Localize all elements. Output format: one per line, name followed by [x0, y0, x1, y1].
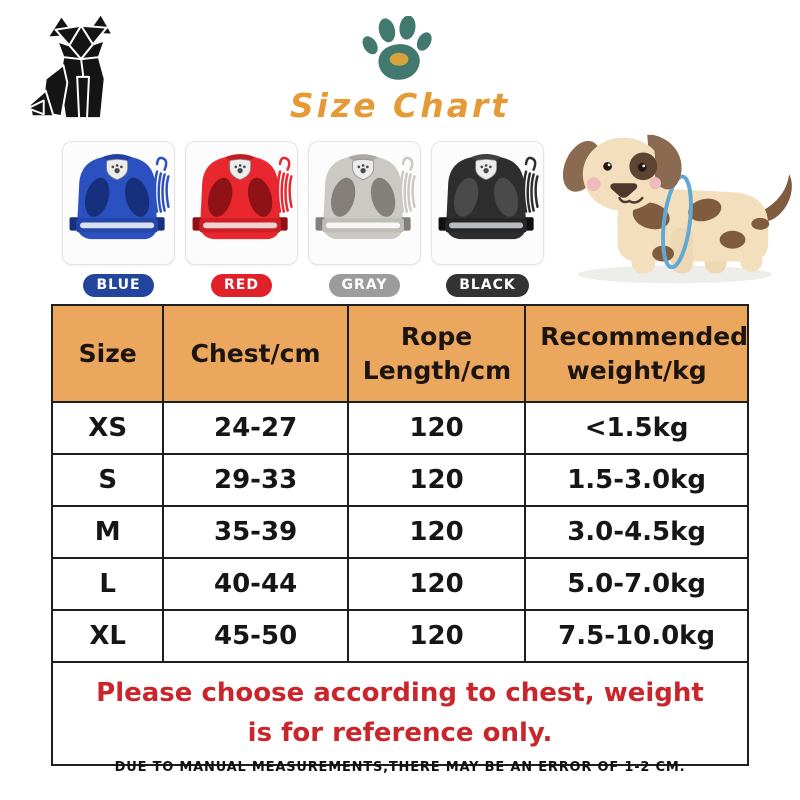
cell-size: XL	[50, 609, 165, 663]
cell-recommended-weight: 1.5-3.0kg	[524, 453, 749, 507]
product-variant-row: BLUE	[62, 141, 544, 297]
cell-recommended-weight: 5.0-7.0kg	[524, 557, 749, 611]
cell-recommended-weight: <1.5kg	[524, 401, 749, 455]
table-row: XL 45-50 120 7.5-10.0kg	[50, 609, 749, 663]
choose-note: Please choose according to chest, weight…	[96, 678, 704, 749]
column-header-size: Size	[50, 304, 165, 403]
size-table-header: Size Chest/cm Rope Length/cm Recommended…	[50, 304, 749, 403]
shield-badge-icon	[105, 158, 128, 181]
shield-badge-icon	[351, 158, 374, 181]
size-table-body: XS 24-27 120 <1.5kg S 29-33 120 1.5-3.0k…	[50, 401, 749, 663]
cell-rope-length: 120	[346, 557, 527, 611]
page-title: Size Chart	[289, 86, 511, 125]
cell-size: M	[50, 505, 165, 559]
cell-size: L	[50, 557, 165, 611]
cell-size: XS	[50, 401, 165, 455]
cell-chest: 40-44	[162, 557, 349, 611]
harness-black-icon	[438, 154, 539, 240]
table-row: XS 24-27 120 <1.5kg	[50, 401, 749, 455]
color-label-gray: GRAY	[328, 274, 401, 297]
harness-image-gray	[308, 141, 421, 265]
page-header: Size Chart	[240, 16, 560, 125]
leash-icon	[153, 156, 170, 213]
cell-chest: 35-39	[162, 505, 349, 559]
harness-red-icon	[192, 154, 293, 240]
cell-recommended-weight: 7.5-10.0kg	[524, 609, 749, 663]
note-cell: Please choose according to chest, weight…	[51, 661, 749, 766]
size-table-footer: Please choose according to chest, weight…	[51, 661, 749, 766]
cell-recommended-weight: 3.0-4.5kg	[524, 505, 749, 559]
table-row: M 35-39 120 3.0-4.5kg	[50, 505, 749, 559]
harness-image-blue	[62, 141, 175, 265]
table-row: S 29-33 120 1.5-3.0kg	[50, 453, 749, 507]
product-card-red: RED	[185, 141, 298, 297]
note-row: Please choose according to chest, weight…	[51, 661, 749, 766]
column-header-recommended-weight: Recommended weight/kg	[524, 304, 749, 403]
harness-image-red	[185, 141, 298, 265]
harness-blue-icon	[69, 154, 170, 240]
cell-rope-length: 120	[346, 401, 527, 455]
column-header-chest: Chest/cm	[162, 304, 349, 403]
product-card-gray: GRAY	[308, 141, 421, 297]
cell-chest: 45-50	[162, 609, 349, 663]
cell-chest: 24-27	[162, 401, 349, 455]
cartoon-puppy-icon	[562, 134, 792, 284]
measurement-disclaimer: DUE TO MANUAL MEASUREMENTS,THERE MAY BE …	[114, 760, 686, 775]
shield-badge-icon	[474, 158, 497, 181]
paw-print-icon	[362, 16, 432, 80]
cell-rope-length: 120	[346, 609, 527, 663]
cell-rope-length: 120	[346, 505, 527, 559]
cell-rope-length: 120	[346, 453, 527, 507]
harness-gray-icon	[315, 154, 416, 240]
color-label-blue: BLUE	[83, 274, 154, 297]
size-table: Size Chest/cm Rope Length/cm Recommended…	[50, 304, 749, 766]
product-card-blue: BLUE	[62, 141, 175, 297]
fox-logo-icon	[28, 12, 114, 120]
shield-badge-icon	[228, 158, 251, 181]
color-label-red: RED	[211, 274, 272, 297]
cell-size: S	[50, 453, 165, 507]
cell-chest: 29-33	[162, 453, 349, 507]
table-row: L 40-44 120 5.0-7.0kg	[50, 557, 749, 611]
product-card-black: BLACK	[431, 141, 544, 297]
color-label-black: BLACK	[446, 274, 529, 297]
header-row: Size Chest/cm Rope Length/cm Recommended…	[50, 304, 749, 403]
harness-image-black	[431, 141, 544, 265]
column-header-rope-length: Rope Length/cm	[346, 304, 527, 403]
